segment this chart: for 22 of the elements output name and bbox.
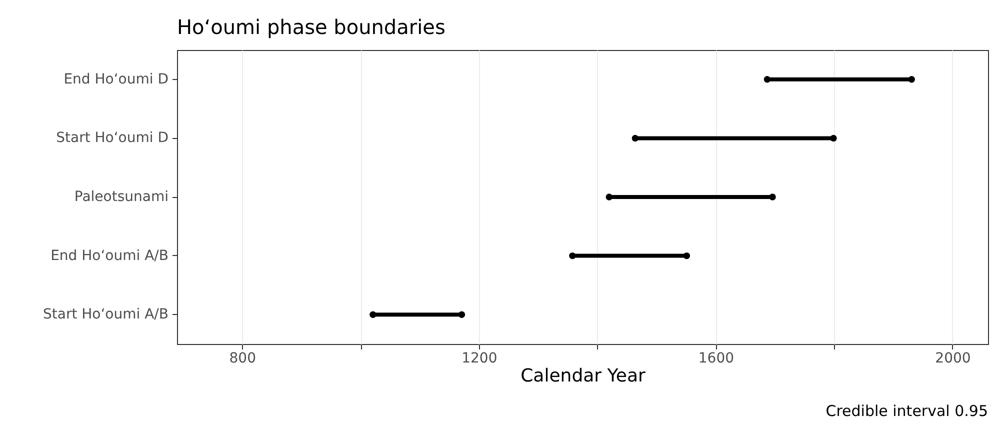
point bbox=[830, 134, 837, 142]
point bbox=[370, 311, 376, 318]
point bbox=[764, 76, 771, 83]
y-tick-label: Start Ho‘oumi D bbox=[56, 130, 168, 146]
y-tick-label: Start Ho‘oumi A/B bbox=[42, 306, 168, 323]
x-axis-title: Calendar Year bbox=[520, 366, 646, 386]
y-tick-label: End Ho‘oumi A/B bbox=[50, 248, 168, 264]
x-tick-label: 800 bbox=[229, 350, 256, 366]
text: Credible interval 0.95 bbox=[826, 402, 988, 420]
y-tick-label: End Ho‘oumi D bbox=[64, 71, 168, 88]
x-tick-label: 1200 bbox=[462, 350, 498, 366]
point bbox=[632, 134, 639, 142]
point bbox=[769, 194, 776, 200]
point bbox=[683, 252, 690, 260]
point bbox=[569, 252, 576, 260]
chart-title: Ho‘oumi phase boundaries bbox=[177, 15, 446, 39]
point bbox=[908, 76, 915, 83]
point bbox=[458, 311, 466, 318]
x-tick-label: 1600 bbox=[698, 350, 734, 366]
point bbox=[606, 194, 612, 200]
y-tick-label: Paleotsunami bbox=[74, 189, 168, 205]
x-tick-label: 2000 bbox=[935, 350, 971, 366]
